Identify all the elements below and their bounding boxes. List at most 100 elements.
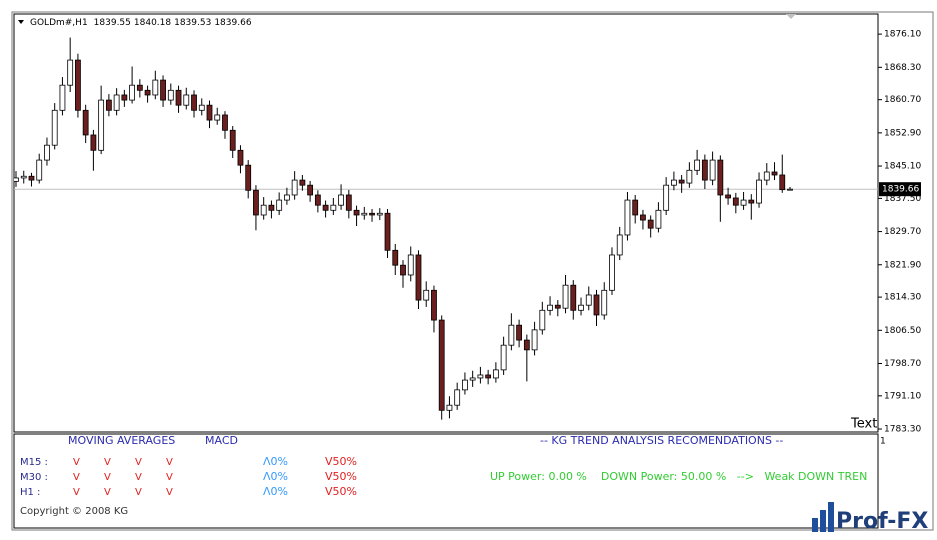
candle-body — [732, 197, 739, 206]
candle-body — [423, 289, 430, 301]
y-tick-label: 1806.50 — [884, 326, 921, 336]
ma-signal: V — [104, 487, 111, 498]
copyright: Copyright © 2008 KG — [20, 506, 128, 517]
panel-header: MOVING AVERAGES — [68, 434, 175, 447]
chart-header: GOLDm#,H1 1839.55 1840.18 1839.53 1839.66 — [30, 18, 252, 28]
ma-signal: V — [73, 472, 80, 483]
y-tick-label: 1829.70 — [884, 227, 921, 237]
macd-up: Λ0% — [263, 470, 288, 483]
candle-body — [485, 374, 492, 379]
candle-body — [593, 294, 600, 316]
candle-body — [136, 84, 143, 91]
high: 1840.18 — [134, 18, 171, 28]
candle-body — [59, 84, 66, 111]
candle-body — [113, 94, 120, 111]
candle-body — [28, 175, 35, 181]
candle-body — [415, 254, 422, 301]
candle-body — [671, 179, 677, 186]
candle-body — [554, 304, 561, 309]
candle-body — [222, 114, 228, 131]
panel-frame — [13, 433, 879, 529]
price-axis: 1876.10 1868.30 1860.70 1852.90 1845.10 1837.… — [878, 30, 921, 435]
candle-body — [229, 129, 236, 151]
candle-body — [345, 194, 352, 211]
candle-body — [477, 374, 484, 379]
panel-header: MACD — [205, 434, 238, 447]
candle-body — [469, 377, 476, 381]
candle-body — [787, 188, 793, 191]
candle-body — [283, 194, 290, 201]
ma-signal: V — [166, 457, 173, 468]
candle-body — [369, 212, 375, 216]
candle-body — [20, 175, 27, 179]
candle-body — [492, 369, 499, 379]
candle-body — [160, 79, 166, 101]
y-tick-label: 1837.50 — [884, 194, 921, 204]
candle-body — [14, 177, 19, 182]
ma-signal: V — [135, 487, 142, 498]
candle-body — [701, 159, 708, 181]
power-line: UP Power: 0.00 % DOWN Power: 50.00 % -->… — [490, 470, 867, 483]
y-tick-label: 1845.10 — [884, 162, 921, 172]
candle-body — [175, 89, 182, 106]
plot-frame — [13, 13, 879, 433]
candle-body — [655, 209, 662, 229]
candle-body — [578, 304, 584, 311]
candle-body — [438, 319, 445, 411]
menu-arrow[interactable] — [18, 20, 24, 24]
candle-body — [616, 234, 623, 256]
candle-body — [152, 79, 159, 96]
y-tick-label: 1798.70 — [884, 359, 921, 369]
candle-body — [431, 289, 437, 321]
candle-body — [291, 179, 298, 196]
shift-marker[interactable] — [786, 14, 796, 19]
candle-body — [763, 171, 770, 181]
panel-index: 1 — [880, 437, 886, 447]
y-tick-label: 1852.90 — [884, 128, 921, 138]
logo-bar — [812, 518, 818, 532]
candle-body — [191, 94, 197, 111]
y-tick-label: 1814.30 — [884, 293, 921, 303]
candle-body — [376, 212, 383, 216]
indicator-panel: MOVING AVERAGES MACD -- KG TREND ANALYSI… — [20, 434, 867, 517]
macd-down: V50% — [325, 455, 357, 468]
logo-bar — [828, 502, 834, 532]
y-tick-label: 1876.10 — [884, 30, 921, 40]
timeframe-label: H1 : — [20, 487, 40, 498]
open: 1839.55 — [94, 18, 131, 28]
macd-down: V50% — [325, 485, 357, 498]
y-tick-label: 1783.30 — [884, 425, 921, 435]
macd-up: Λ0% — [263, 485, 288, 498]
timeframe-label: M15 : — [20, 457, 48, 468]
ma-signal: V — [104, 457, 111, 468]
candle-body — [709, 159, 716, 181]
candle-body — [686, 169, 693, 184]
ma-signal: V — [135, 457, 142, 468]
candle-body — [771, 171, 778, 176]
candle-body — [121, 94, 128, 101]
candle-body — [98, 99, 105, 151]
symbol: GOLDm#,H1 — [30, 18, 88, 28]
candle-body — [338, 194, 344, 206]
candle-body — [601, 289, 608, 316]
ma-signal: V — [104, 472, 111, 483]
candle-body — [268, 204, 275, 211]
close: 1839.66 — [214, 18, 251, 28]
candle-body — [260, 204, 267, 216]
candle-body — [51, 109, 58, 146]
ma-signal: V — [166, 472, 173, 483]
candle-body — [330, 204, 337, 211]
candle-body — [392, 249, 399, 266]
candle-body — [407, 254, 414, 276]
candle-body — [237, 149, 244, 166]
candle-body — [299, 179, 306, 186]
candle-body — [67, 59, 74, 86]
candle-body — [779, 174, 786, 191]
candle-body — [322, 204, 329, 211]
y-tick-label: 1791.10 — [884, 391, 921, 401]
candle-body — [75, 59, 81, 111]
plot — [14, 37, 878, 420]
ma-signal: V — [73, 487, 80, 498]
